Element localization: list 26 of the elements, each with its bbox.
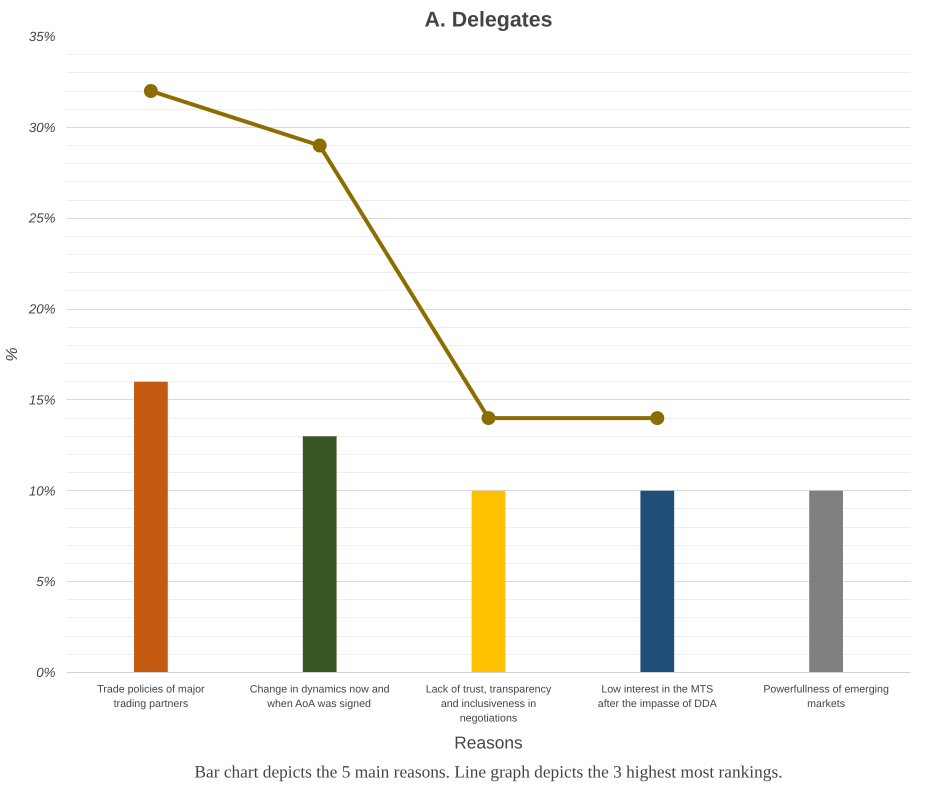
y-tick-label: 0% <box>36 665 56 680</box>
y-tick-label: 30% <box>28 120 56 135</box>
x-tick-label: Lack of trust, transparency and inclusiveness in negotiations <box>426 684 552 724</box>
bar <box>134 382 168 672</box>
y-tick-label: 5% <box>36 574 56 590</box>
text: Bar chart depicts the 5 main reasons. Line graph depicts the 3 highest most rankings. <box>194 762 783 782</box>
x-tick-label: Low interest in the MTS after the impasse of DDA <box>598 684 718 710</box>
bar <box>809 490 843 672</box>
y-tick-label: 35% <box>28 29 56 44</box>
y-tick-label: 15% <box>28 392 56 408</box>
x-tick-label: Powerfullness of emerging markets <box>763 684 889 710</box>
y-axis-title: % <box>4 347 21 362</box>
y-tick-label: 10% <box>28 483 56 498</box>
x-axis-title: Reasons <box>454 732 524 752</box>
bar <box>302 436 337 672</box>
point <box>312 138 327 153</box>
point <box>144 84 158 98</box>
bar <box>640 490 674 672</box>
point <box>482 411 496 426</box>
y-tick-label: 25% <box>28 210 56 226</box>
x-tick-label: Change in dynamics now and when AoA was signed <box>250 684 390 710</box>
y-tick-label: 20% <box>28 302 56 317</box>
x-tick-label: Trade policies of major trading partners <box>97 684 206 710</box>
bar <box>472 490 506 672</box>
point <box>650 411 664 426</box>
chart-title: A. Delegates <box>424 8 553 32</box>
